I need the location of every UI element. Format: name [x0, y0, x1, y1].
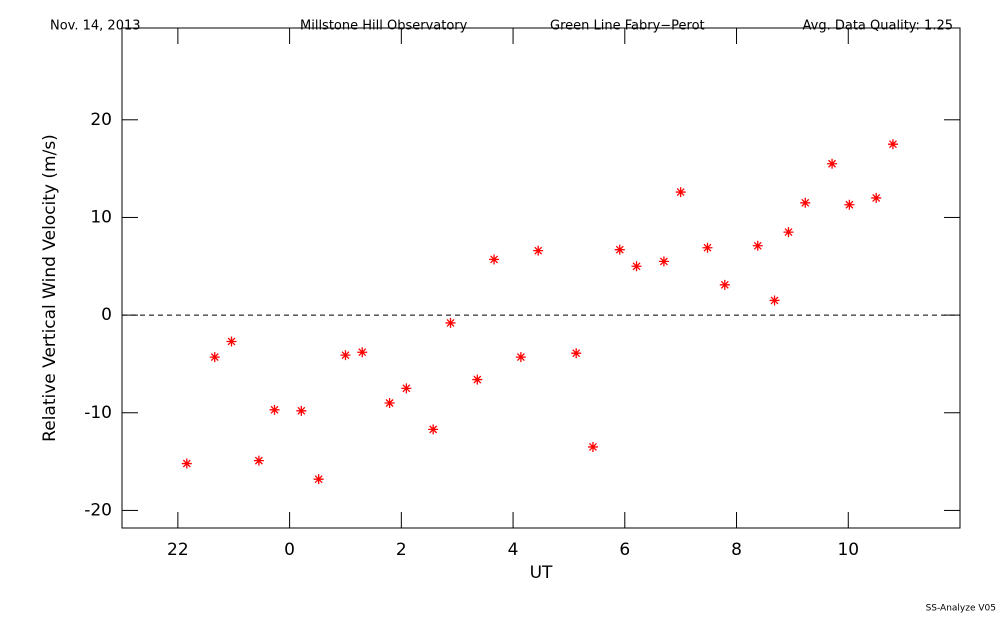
x-axis-label: UT	[530, 563, 553, 583]
point	[631, 261, 642, 272]
y-tick-label: 0	[101, 305, 112, 325]
date: Nov. 14, 2013	[50, 19, 141, 34]
point	[384, 398, 395, 408]
point	[428, 424, 439, 435]
point	[769, 295, 780, 306]
point	[489, 254, 500, 265]
point	[313, 474, 324, 485]
point	[587, 441, 598, 452]
x-tick-label: 8	[731, 540, 742, 560]
point	[472, 374, 483, 385]
point	[226, 336, 237, 347]
point	[401, 383, 412, 394]
point	[181, 458, 192, 469]
point	[515, 352, 526, 363]
point	[209, 352, 220, 363]
point	[752, 240, 763, 251]
point	[675, 187, 686, 198]
point	[702, 242, 713, 253]
instrument: Green Line Fabry−Perot	[550, 19, 705, 34]
point	[533, 245, 544, 256]
x-tick-label: 2	[396, 540, 407, 560]
x-tick-label: 4	[508, 540, 519, 560]
observatory: Millstone Hill Observatory	[300, 19, 468, 34]
y-axis-label: Relative Vertical Wind Velocity (m/s)	[40, 134, 60, 442]
point	[800, 197, 811, 208]
quality-note: Avg. Data Quality: 1.25	[803, 19, 953, 34]
point	[887, 139, 898, 150]
point	[719, 279, 730, 290]
plot-frame	[121, 27, 961, 529]
point	[357, 347, 368, 358]
point	[871, 192, 882, 203]
y-tick-label: 10	[90, 207, 112, 227]
y-tick-label: -10	[84, 403, 112, 423]
x-tick-label: 22	[167, 540, 189, 560]
point	[827, 158, 838, 169]
y-tick-label: 20	[90, 110, 112, 130]
point	[658, 256, 669, 267]
x-tick-label: 6	[619, 540, 630, 560]
y-tick-label: -20	[84, 500, 112, 520]
point	[445, 317, 456, 328]
x-tick-label: 10	[837, 540, 859, 560]
point	[269, 404, 280, 415]
x-tick-label: 0	[284, 540, 295, 560]
point	[783, 227, 794, 238]
point	[296, 405, 307, 416]
point	[253, 455, 264, 466]
footer: SS-Analyze V05	[926, 604, 996, 614]
point	[614, 244, 625, 255]
point	[844, 199, 855, 210]
point	[571, 348, 582, 359]
point	[340, 350, 351, 361]
